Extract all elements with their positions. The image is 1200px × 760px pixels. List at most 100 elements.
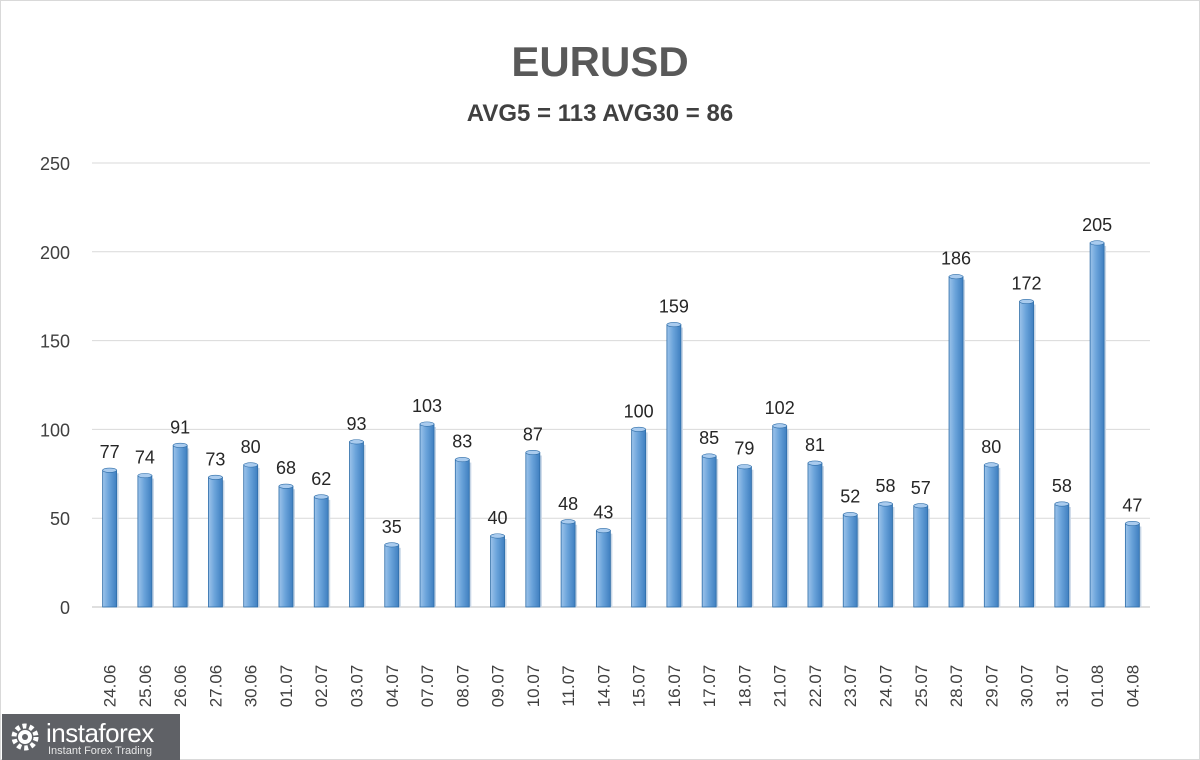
bar-04.07: [384, 544, 400, 608]
bar-cap: [490, 533, 505, 539]
bar-cap: [137, 473, 153, 479]
bar-10.07: [525, 452, 541, 608]
bar-cap: [1019, 299, 1034, 305]
bar-01.07: [278, 485, 294, 608]
x-tick-label: 27.06: [206, 665, 225, 708]
bar-cap: [666, 322, 682, 328]
bar-24.07: [878, 503, 893, 608]
bar-07.07: [419, 423, 435, 608]
y-tick-label: 150: [40, 332, 70, 352]
data-label: 40: [488, 508, 508, 528]
bar-26.06: [172, 444, 188, 608]
data-label: 62: [311, 469, 331, 489]
data-label: 159: [659, 297, 689, 317]
bar-cap: [349, 439, 364, 445]
x-tick-label: 24.07: [877, 665, 896, 708]
data-label: 83: [452, 432, 472, 452]
bar-27.06: [208, 476, 223, 608]
x-tick-label: 16.07: [665, 665, 684, 708]
data-label: 87: [523, 424, 543, 444]
bar-cap: [313, 494, 329, 500]
x-tick-label: 29.07: [982, 665, 1001, 708]
bar-16.07: [666, 324, 682, 608]
bar-25.06: [137, 475, 153, 608]
bar-25.07: [913, 505, 929, 608]
x-tick-label: 25.06: [136, 665, 155, 708]
instaforex-logo: instaforex Instant Forex Trading: [2, 714, 180, 760]
data-label: 58: [875, 476, 895, 496]
x-tick-label: 22.07: [806, 665, 825, 708]
data-label: 186: [941, 249, 971, 269]
bar-30.06: [243, 464, 259, 608]
bar-cap: [243, 462, 258, 468]
bar-cap: [701, 453, 717, 459]
bar-24.06: [102, 469, 118, 608]
chart-title: EURUSD: [511, 38, 689, 85]
bar-cap: [208, 474, 223, 480]
data-label: 80: [241, 437, 261, 457]
data-label: 68: [276, 458, 296, 478]
bar-cap: [278, 483, 294, 489]
data-label: 77: [100, 442, 120, 462]
bar-30.07: [1019, 301, 1034, 608]
x-tick-label: 01.07: [277, 665, 296, 708]
y-tick-label: 0: [60, 598, 70, 618]
logo-name: instaforex: [46, 718, 154, 748]
data-label: 172: [1012, 274, 1042, 294]
y-tick-label: 50: [50, 509, 70, 529]
x-tick-label: 10.07: [524, 665, 543, 708]
x-tick-label: 14.07: [594, 665, 613, 708]
bar-cap: [102, 467, 117, 473]
bar-31.07: [1054, 503, 1070, 608]
gear-logo-icon: [11, 723, 39, 751]
x-tick-label: 11.07: [559, 665, 578, 706]
bar-cap: [560, 519, 576, 525]
bar-cap: [525, 449, 541, 455]
bar-cap: [1054, 501, 1070, 507]
data-label: 48: [558, 494, 578, 514]
data-labels: 77 74 91 73 80 68 62 93 35 103 83 40 87 48 43 100 159 85 7…: [100, 215, 1143, 537]
bar-cap: [737, 464, 752, 470]
bar-23.07: [842, 514, 858, 608]
bar-09.07: [490, 535, 505, 608]
x-axis: 24.06 25.06 26.06 27.06 30.06 01.07 02.07 03.07…: [101, 665, 1143, 708]
data-label: 35: [382, 517, 402, 537]
chart-subtitle: AVG5 = 113 AVG30 = 86: [466, 100, 734, 127]
bar-14.07: [595, 530, 611, 608]
bar-01.08: [1089, 242, 1105, 608]
data-label: 102: [765, 398, 795, 418]
data-label: 100: [624, 401, 654, 421]
bar-cap: [454, 457, 470, 463]
y-axis: 0 50 100 150 200 250: [40, 154, 70, 618]
y-tick-label: 250: [40, 154, 70, 174]
data-label: 81: [805, 435, 825, 455]
data-label: 85: [699, 428, 719, 448]
x-tick-label: 03.07: [348, 665, 367, 708]
data-label: 52: [840, 487, 860, 507]
bar-04.08: [1124, 523, 1140, 608]
data-label: 74: [135, 448, 155, 468]
data-label: 58: [1052, 476, 1072, 496]
bar-29.07: [983, 464, 999, 608]
bar-21.07: [772, 425, 788, 608]
x-tick-label: 09.07: [489, 665, 508, 708]
bar-15.07: [631, 428, 647, 608]
x-tick-label: 04.08: [1123, 665, 1142, 708]
data-label: 93: [346, 414, 366, 434]
x-tick-label: 28.07: [947, 665, 966, 708]
data-label: 205: [1082, 215, 1112, 235]
data-label: 57: [911, 478, 931, 498]
x-tick-label: 23.07: [841, 665, 860, 708]
bar-18.07: [737, 466, 752, 608]
x-tick-label: 01.08: [1088, 665, 1107, 708]
x-tick-label: 25.07: [912, 665, 931, 708]
x-tick-label: 30.07: [1018, 665, 1037, 708]
bar-cap: [772, 423, 788, 429]
y-tick-label: 200: [40, 243, 70, 263]
bar-cap: [419, 421, 435, 427]
bar-cap: [596, 528, 611, 534]
bar-cap: [913, 503, 929, 509]
data-label: 43: [593, 503, 613, 523]
